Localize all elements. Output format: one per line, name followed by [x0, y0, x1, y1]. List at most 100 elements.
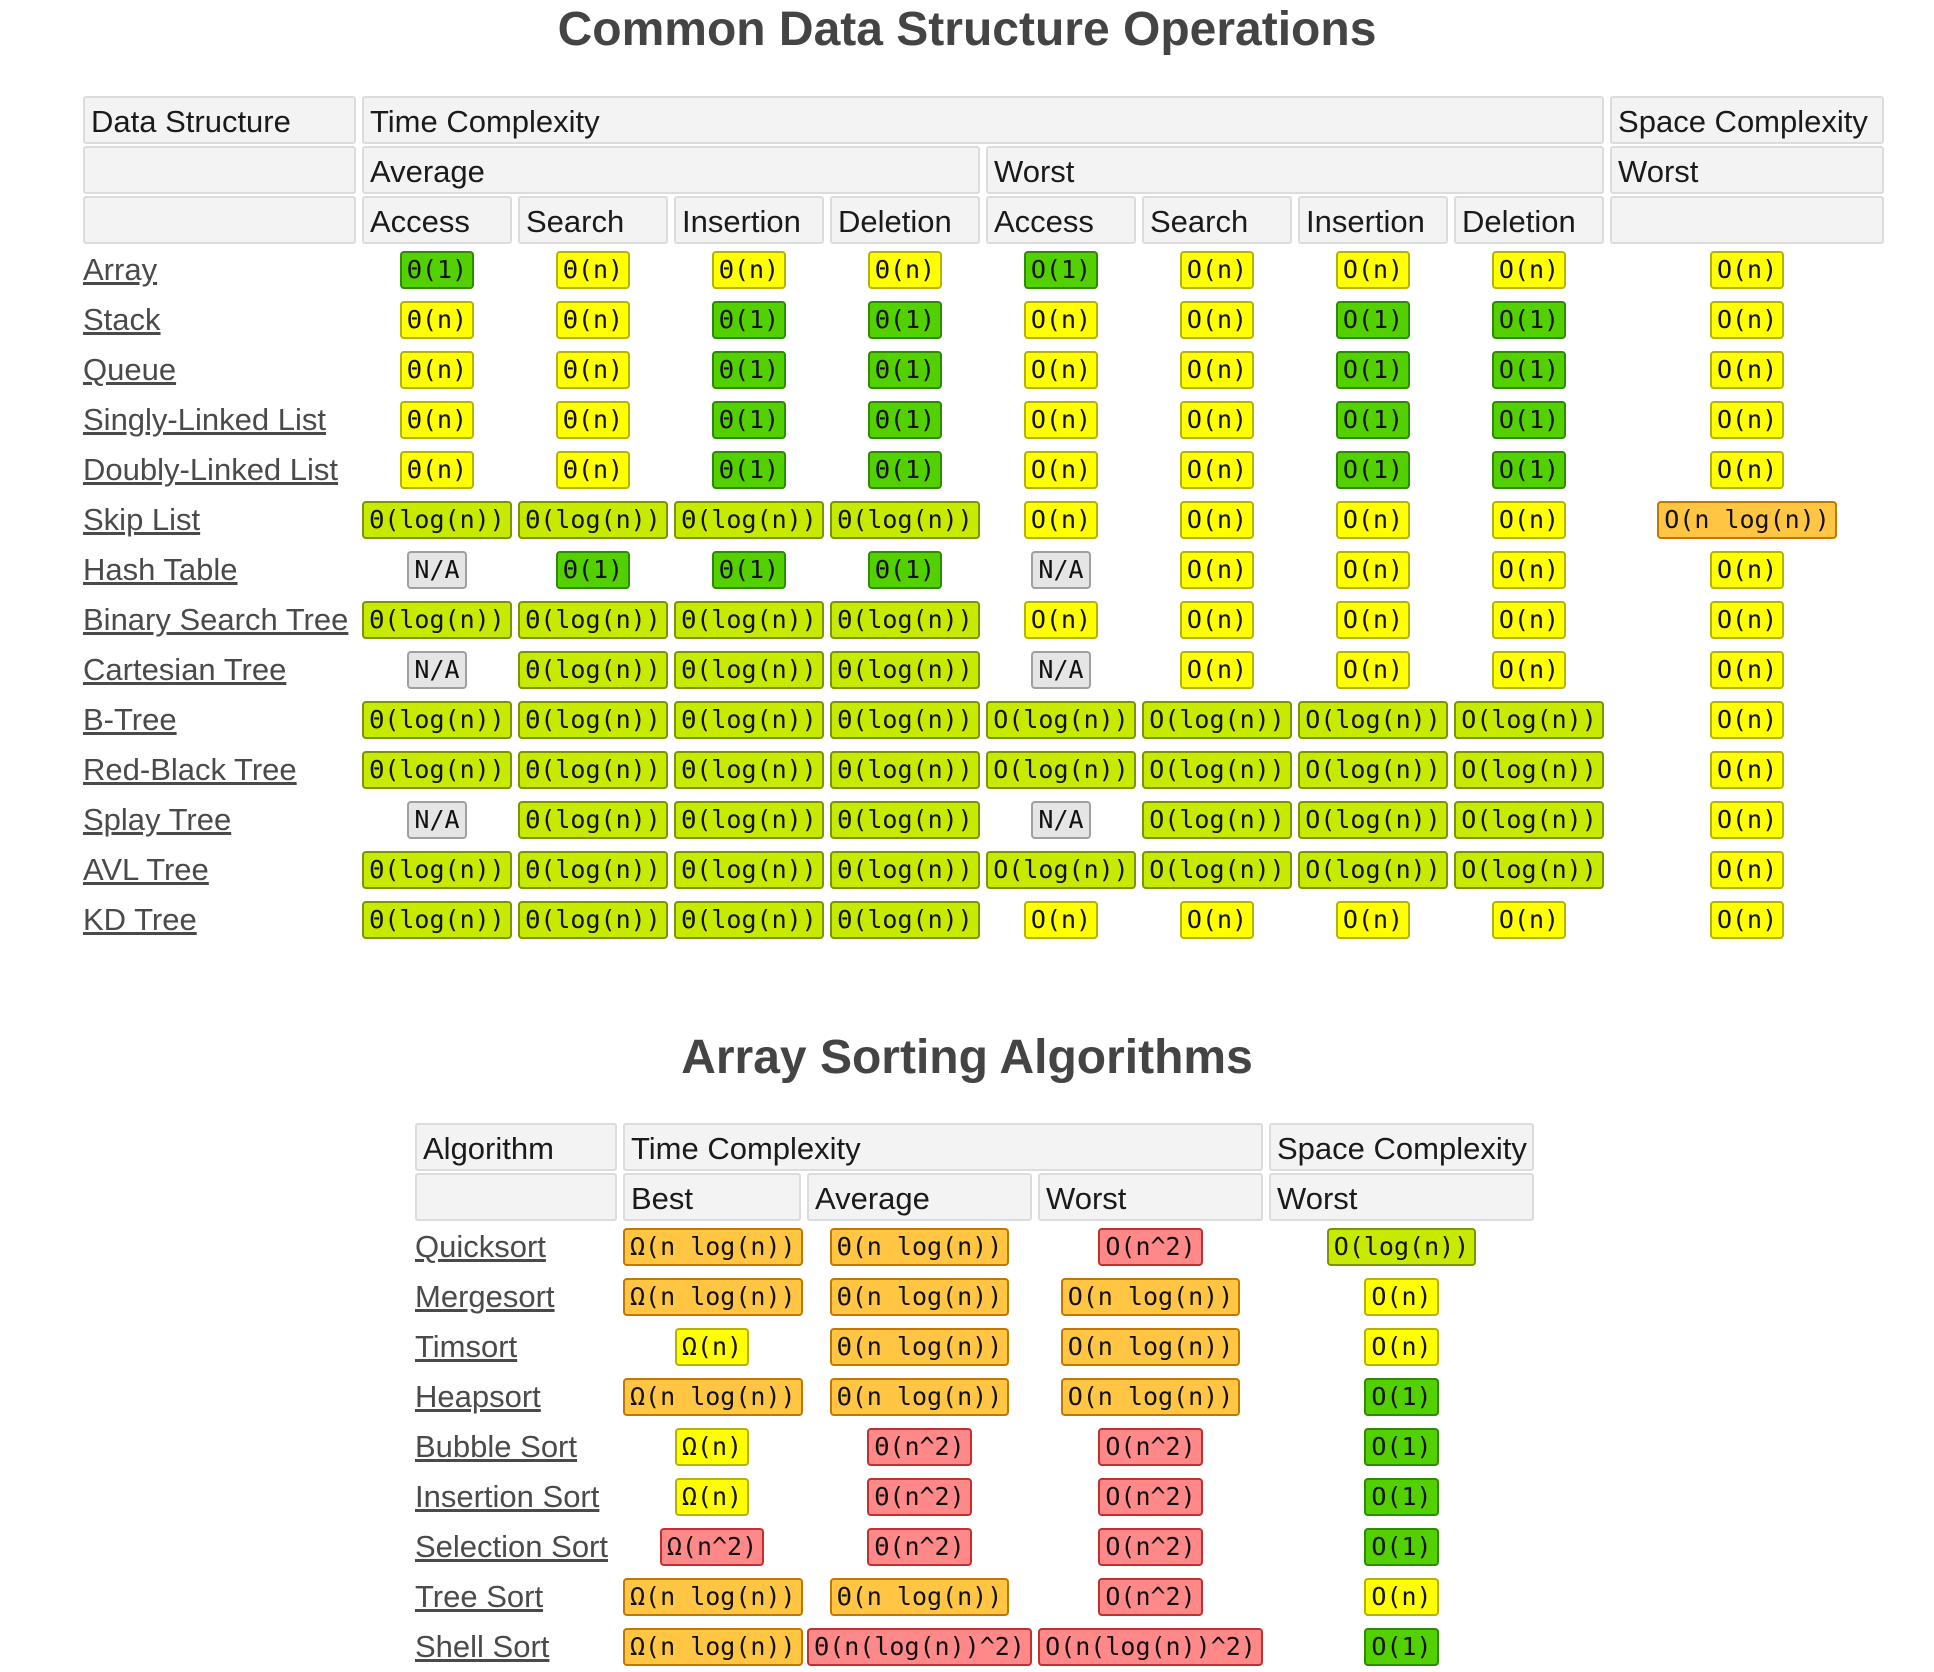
header-average: Average [362, 146, 980, 194]
link-splay-tree[interactable]: Splay Tree [83, 802, 232, 837]
link-binary-search-tree[interactable]: Binary Search Tree [83, 602, 349, 637]
table-row-red-black-tree: Red-Black Tree Θ(log(n)) Θ(log(n)) Θ(log(n)… [80, 745, 1887, 795]
section-title-sorting: Array Sorting Algorithms [681, 1031, 1253, 1084]
link-quicksort[interactable]: Quicksort [415, 1229, 546, 1264]
link-insertion-sort[interactable]: Insertion Sort [415, 1479, 600, 1514]
link-singly-linked-list[interactable]: Singly-Linked List [83, 402, 326, 437]
complexity-badge: O(n^2) [1098, 1428, 1203, 1466]
complexity-badge: Θ(n^2) [867, 1478, 972, 1516]
complexity-badge: O(1) [1491, 451, 1567, 489]
complexity-badge: O(log(n)) [986, 851, 1136, 889]
complexity-badge: O(log(n)) [1298, 701, 1448, 739]
complexity-badge: Θ(n) [555, 451, 631, 489]
complexity-badge: O(n) [1179, 551, 1255, 589]
complexity-badge: Θ(log(n)) [362, 751, 512, 789]
header-best: Best [623, 1173, 801, 1221]
complexity-badge: O(n^2) [1098, 1528, 1203, 1566]
link-bubble-sort[interactable]: Bubble Sort [415, 1429, 577, 1464]
table-row-singly-linked-list: Singly-Linked List Θ(n) Θ(n) Θ(1) Θ(1) O(n) O(… [80, 395, 1887, 445]
table-row-insertion-sort: Insertion Sort Ω(n) Θ(n^2) O(n^2) O(1) [412, 1472, 1537, 1522]
complexity-badge: O(1) [1364, 1528, 1439, 1566]
complexity-badge: Θ(1) [867, 401, 943, 439]
link-mergesort[interactable]: Mergesort [415, 1279, 555, 1314]
complexity-badge: O(n log(n)) [1060, 1278, 1241, 1316]
complexity-badge: O(n) [1491, 251, 1567, 289]
complexity-badge: Ω(n log(n)) [623, 1228, 803, 1266]
link-kd-tree[interactable]: KD Tree [83, 902, 197, 937]
link-stack[interactable]: Stack [83, 302, 161, 337]
complexity-badge: Θ(n^2) [867, 1528, 972, 1566]
complexity-badge: O(log(n)) [1326, 1228, 1477, 1266]
header-worst-deletion: Deletion [1454, 196, 1605, 244]
link-cartesian-tree[interactable]: Cartesian Tree [83, 652, 287, 687]
link-doubly-linked-list[interactable]: Doubly-Linked List [83, 452, 339, 487]
complexity-badge: Θ(log(n)) [674, 751, 824, 789]
complexity-badge: O(n) [1179, 501, 1255, 539]
complexity-badge: O(n log(n)) [1657, 501, 1837, 539]
header-space-worst: Worst [1610, 146, 1885, 194]
link-array[interactable]: Array [83, 252, 158, 287]
table-row-timsort: Timsort Ω(n) Θ(n log(n)) O(n log(n)) O(n) [412, 1322, 1537, 1372]
complexity-badge: O(n) [1709, 701, 1785, 739]
table-row-doubly-linked-list: Doubly-Linked List Θ(n) Θ(n) Θ(1) Θ(1) O(n) O(… [80, 445, 1887, 495]
complexity-badge: Θ(n) [399, 451, 475, 489]
complexity-badge: O(1) [1491, 301, 1567, 339]
complexity-badge: O(log(n)) [1454, 801, 1604, 839]
link-selection-sort[interactable]: Selection Sort [415, 1529, 608, 1564]
complexity-badge: Θ(n log(n)) [829, 1228, 1010, 1266]
header-avg-insertion: Insertion [674, 196, 824, 244]
header-time-complexity: Time Complexity [623, 1123, 1263, 1171]
complexity-badge: O(n) [1179, 351, 1255, 389]
link-heapsort[interactable]: Heapsort [415, 1379, 541, 1414]
link-red-black-tree[interactable]: Red-Black Tree [83, 752, 297, 787]
complexity-badge: O(n) [1335, 551, 1411, 589]
complexity-badge: O(n) [1709, 251, 1785, 289]
complexity-badge: Θ(log(n)) [674, 501, 824, 539]
link-skip-list[interactable]: Skip List [83, 502, 201, 537]
complexity-badge: Θ(log(n)) [362, 501, 512, 539]
complexity-badge: Θ(log(n)) [362, 851, 512, 889]
complexity-badge: O(log(n)) [1298, 751, 1448, 789]
header-time-complexity: Time Complexity [362, 96, 1605, 144]
complexity-badge: Θ(log(n)) [830, 601, 980, 639]
complexity-badge: O(n) [1364, 1278, 1439, 1316]
complexity-badge: O(n) [1709, 401, 1785, 439]
header-space-complexity: Space Complexity [1610, 96, 1885, 144]
complexity-badge: O(1) [1491, 401, 1567, 439]
complexity-badge: N/A [407, 551, 467, 589]
header-worst: Worst [1038, 1173, 1263, 1221]
complexity-badge: N/A [1031, 651, 1091, 689]
link-avl-tree[interactable]: AVL Tree [83, 852, 209, 887]
complexity-badge: O(n) [1179, 251, 1255, 289]
complexity-badge: Θ(n) [555, 351, 631, 389]
table-row-quicksort: Quicksort Ω(n log(n)) Θ(n log(n)) O(n^2) O(l… [412, 1222, 1537, 1272]
complexity-badge: Θ(log(n)) [518, 651, 668, 689]
complexity-badge: O(log(n)) [1454, 701, 1604, 739]
complexity-badge: O(n) [1179, 451, 1255, 489]
complexity-badge: Ω(n log(n)) [623, 1278, 803, 1316]
complexity-badge: O(1) [1364, 1478, 1439, 1516]
complexity-badge: Θ(1) [867, 351, 943, 389]
complexity-badge: Ω(n log(n)) [623, 1378, 803, 1416]
complexity-badge: Ω(n) [674, 1478, 750, 1516]
complexity-badge: Θ(1) [711, 401, 787, 439]
complexity-badge: Θ(n) [555, 301, 631, 339]
complexity-badge: O(n) [1335, 501, 1411, 539]
link-hash-table[interactable]: Hash Table [83, 552, 238, 587]
header-avg-access: Access [362, 196, 512, 244]
complexity-badge: Θ(n) [867, 251, 943, 289]
complexity-badge: Θ(n(log(n))^2) [807, 1628, 1032, 1666]
table-row-tree-sort: Tree Sort Ω(n log(n)) Θ(n log(n)) O(n^2) O(n… [412, 1572, 1537, 1622]
complexity-badge: Θ(n log(n)) [829, 1378, 1010, 1416]
link-queue[interactable]: Queue [83, 352, 177, 387]
complexity-badge: O(n) [1179, 401, 1255, 439]
link-timsort[interactable]: Timsort [415, 1329, 518, 1364]
complexity-badge: Θ(n) [399, 351, 475, 389]
link-shell-sort[interactable]: Shell Sort [415, 1629, 550, 1664]
complexity-badge: Θ(log(n)) [674, 701, 824, 739]
complexity-badge: O(n) [1335, 251, 1411, 289]
link-b-tree[interactable]: B-Tree [83, 702, 177, 737]
header-worst: Worst [986, 146, 1605, 194]
complexity-badge: O(n) [1364, 1328, 1439, 1366]
link-tree-sort[interactable]: Tree Sort [415, 1579, 544, 1614]
